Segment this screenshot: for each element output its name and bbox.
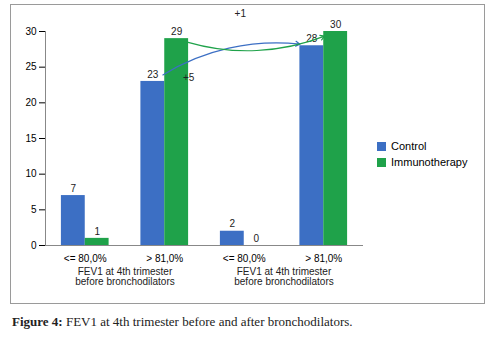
svg-text:29: 29 [171,26,183,37]
svg-text:<= 80,0%: <= 80,0% [64,253,107,264]
svg-text:30: 30 [25,26,37,37]
svg-text:28: 28 [306,33,318,44]
svg-text:30: 30 [330,19,342,30]
html-text:Immunotherapy: Immunotherapy [391,156,468,168]
svg-text:20: 20 [25,97,37,108]
svg-text:<= 80,0%: <= 80,0% [223,253,266,264]
svg-text:0: 0 [31,240,37,251]
svg-text:+1: +1 [235,8,247,19]
svg-text:10: 10 [25,168,37,179]
html-text:Figure 4: FEV1 at 4th trimeste: Figure 4: FEV1 at 4th trimester before a… [12,314,353,329]
svg-text:FEV1 at 4th trimesterbefore br: FEV1 at 4th trimesterbefore bronchodilat… [75,266,175,287]
svg-text:2: 2 [230,218,236,229]
svg-text:FEV1 at 4th trimesterbefore br: FEV1 at 4th trimesterbefore bronchodilat… [234,266,334,287]
svg-text:+5: +5 [183,72,195,83]
svg-text:> 81,0%: > 81,0% [305,253,342,264]
svg-text:1: 1 [94,226,100,237]
svg-text:0: 0 [253,233,259,244]
svg-text:5: 5 [31,204,37,215]
svg-text:23: 23 [147,69,159,80]
svg-text:> 81,0%: > 81,0% [146,253,183,264]
svg-text:7: 7 [71,183,77,194]
html-text:Control: Control [391,140,427,152]
svg-text:15: 15 [25,133,37,144]
svg-text:25: 25 [25,61,37,72]
